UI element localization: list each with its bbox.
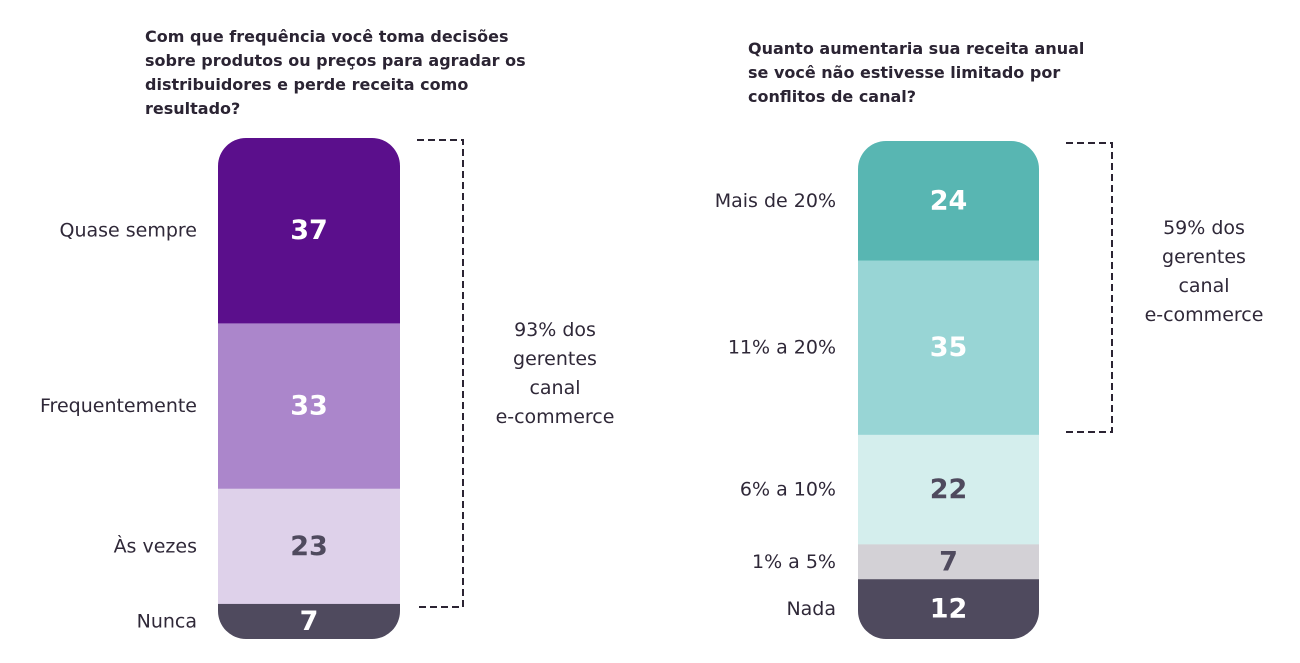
bar-value-label: 7 xyxy=(939,546,958,577)
bar-segment xyxy=(858,544,1039,580)
category-label: Mais de 20% xyxy=(715,190,836,212)
right-bracket xyxy=(1066,142,1113,433)
category-label: Frequentemente xyxy=(40,395,197,417)
left-bracket xyxy=(417,139,464,608)
left-stacked-bar xyxy=(218,138,400,639)
bar-value-label: 33 xyxy=(290,391,328,422)
bar-value-label: 7 xyxy=(300,606,319,637)
category-label: Quase sempre xyxy=(59,220,197,242)
right-chart-title: Quanto aumentaria sua receita anual se v… xyxy=(748,39,1085,106)
bar-segment xyxy=(218,323,400,490)
bar-segment xyxy=(858,260,1039,436)
bar-segment xyxy=(218,138,400,324)
bar-value-label: 22 xyxy=(930,474,968,505)
category-label: Nunca xyxy=(137,610,197,632)
category-label: 11% a 20% xyxy=(728,337,836,359)
category-label: 6% a 10% xyxy=(740,479,836,501)
bar-value-label: 37 xyxy=(290,215,328,246)
right-bracket-note: 59% dos gerentes canal e-commerce xyxy=(1144,217,1264,326)
bar-segment xyxy=(858,579,1039,639)
left-category-labels: 37 Quase sempre 33 Frequentemente 23 Às vezes… xyxy=(40,215,328,637)
bar-segment xyxy=(218,603,400,639)
bar-segment xyxy=(858,141,1039,262)
right-stacked-bar xyxy=(858,141,1039,639)
left-bracket-note: 93% dos gerentes canal e-commerce xyxy=(495,319,615,428)
bar-segment xyxy=(858,434,1039,545)
bar-value-label: 12 xyxy=(930,594,968,625)
category-label: Nada xyxy=(786,598,836,620)
bar-value-label: 35 xyxy=(930,332,968,363)
bar-segment xyxy=(218,488,400,605)
left-chart-title: Com que frequência você toma decisões so… xyxy=(145,27,526,118)
bar-value-label: 24 xyxy=(930,185,968,216)
right-category-labels: 24 Mais de 20% 35 11% a 20% 22 6% a 10% 7 1% a … xyxy=(715,185,968,624)
bar-value-label: 23 xyxy=(290,531,328,562)
category-label: 1% a 5% xyxy=(752,551,836,573)
category-label: Às vezes xyxy=(114,534,197,557)
